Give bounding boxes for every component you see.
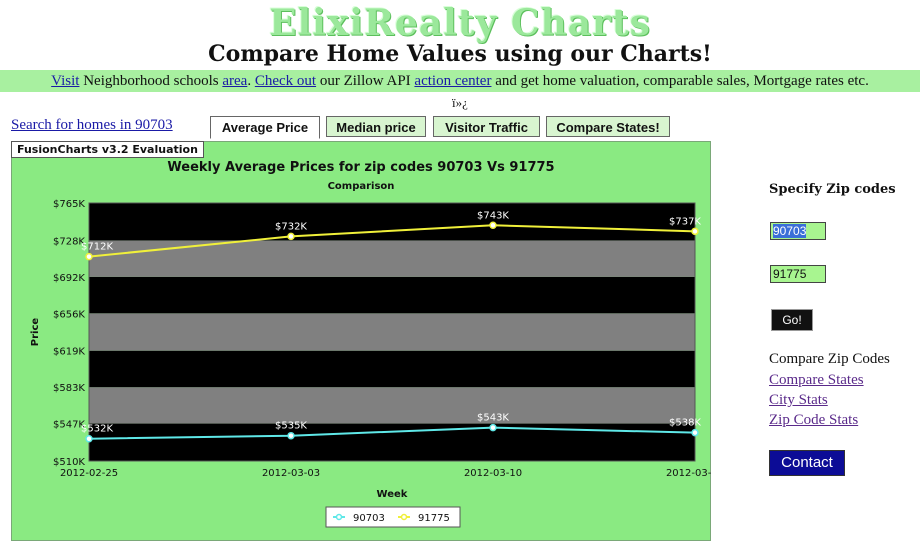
y-tick-label: $692K — [53, 273, 85, 284]
contact-button[interactable]: Contact — [769, 450, 845, 476]
zip-code-2-input[interactable]: 91775 — [770, 265, 826, 283]
search-homes-link[interactable]: Search for homes in 90703 — [11, 117, 173, 133]
series-line-91775 — [88, 224, 696, 258]
data-label: $538K — [669, 418, 701, 429]
data-label: $743K — [477, 210, 509, 221]
data-label: $737K — [669, 216, 701, 227]
visit-link[interactable]: Visit — [51, 73, 80, 89]
legend-label: 90703 — [353, 513, 385, 524]
info-bar: Visit Neighborhood schools area. Check o… — [0, 70, 920, 92]
data-point — [287, 431, 295, 440]
data-point — [691, 428, 699, 437]
site-subtitle: Compare Home Values using our Charts! — [208, 41, 712, 67]
data-label: $535K — [275, 421, 307, 432]
plot-band — [89, 203, 695, 241]
data-point — [489, 221, 497, 230]
zip-code-1-input[interactable]: 90703 — [770, 222, 826, 240]
x-tick-label: 2012-03-17 — [666, 468, 711, 479]
go-button[interactable]: Go! — [771, 309, 813, 331]
x-tick-label: 2012-03-10 — [464, 468, 522, 479]
y-tick-label: $728K — [53, 236, 85, 247]
x-tick-label: 2012-03-03 — [262, 468, 320, 479]
specify-zip-heading: Specify Zip codes — [769, 182, 896, 197]
info-text-1: Neighborhood schools — [79, 73, 223, 89]
encoding-glyph: ï»¿ — [452, 95, 468, 110]
data-point — [287, 232, 295, 241]
legend-marker — [400, 513, 408, 521]
plot-band — [89, 423, 695, 461]
chart-subtitle: Comparison — [328, 181, 395, 192]
y-tick-label: $583K — [53, 383, 85, 394]
info-text-4: and get home valuation, comparable sales… — [491, 73, 869, 89]
plot-band — [89, 240, 695, 277]
tab-median-price[interactable]: Median price — [326, 116, 426, 137]
plot-band — [89, 350, 695, 388]
data-point — [85, 252, 93, 261]
data-point — [85, 434, 93, 443]
y-tick-label: $510K — [53, 457, 85, 468]
tab-compare-states[interactable]: Compare States! — [546, 116, 670, 137]
action-center-link[interactable]: action center — [414, 73, 492, 89]
data-label: $543K — [477, 413, 509, 424]
data-label: $712K — [81, 242, 113, 253]
zip-code-stats-link[interactable]: Zip Code Stats — [769, 412, 859, 428]
x-axis-title: Week — [377, 489, 408, 500]
tab-visitor-traffic[interactable]: Visitor Traffic — [433, 116, 540, 137]
data-label: $732K — [275, 221, 307, 232]
data-point — [691, 227, 699, 236]
y-axis-ticks: $510K $547K $583K $619K $656K $692K $728K $765K — [53, 199, 85, 468]
series-line-90703 — [88, 426, 696, 440]
x-axis-ticks: 2012-02-25 2012-03-03 2012-03-10 2012-03-17 — [60, 468, 711, 479]
info-text-3: our Zillow API — [316, 73, 415, 89]
info-text-2: . — [247, 73, 255, 89]
chart-legend: 90703 91775 — [325, 506, 461, 528]
chart-title: Weekly Average Prices for zip codes 9070… — [167, 160, 554, 175]
city-stats-link[interactable]: City Stats — [769, 392, 828, 408]
evaluation-label: FusionCharts v3.2 Evaluation — [11, 141, 204, 158]
zip-code-1-value: 90703 — [773, 224, 807, 238]
site-title: ElixiRealty Charts — [269, 2, 651, 44]
plot-bands — [89, 203, 695, 461]
legend-marker — [335, 513, 343, 521]
tab-average-price[interactable]: Average Price — [210, 116, 320, 139]
area-link[interactable]: area — [222, 73, 248, 89]
legend-label: 91775 — [418, 513, 450, 524]
check-out-link[interactable]: Check out — [254, 73, 317, 89]
y-tick-label: $765K — [53, 199, 85, 210]
data-point — [489, 423, 497, 432]
y-tick-label: $619K — [53, 347, 85, 358]
compare-states-link[interactable]: Compare States — [769, 372, 864, 388]
series-layer: $532K $535K $543K $538K $712K $732K $743K $737K — [81, 210, 701, 443]
y-tick-label: $656K — [53, 309, 85, 320]
plot-border — [88, 202, 696, 462]
plot-band — [89, 313, 695, 351]
legend-box — [325, 506, 461, 528]
x-tick-label: 2012-02-25 — [60, 468, 118, 479]
compare-zip-heading: Compare Zip Codes — [769, 351, 890, 367]
plot-band — [89, 387, 695, 424]
price-chart: Weekly Average Prices for zip codes 9070… — [30, 160, 711, 528]
plot-band — [89, 276, 695, 314]
y-axis-title: Price — [30, 318, 41, 347]
data-label: $532K — [81, 424, 113, 435]
y-tick-label: $547K — [53, 420, 85, 431]
